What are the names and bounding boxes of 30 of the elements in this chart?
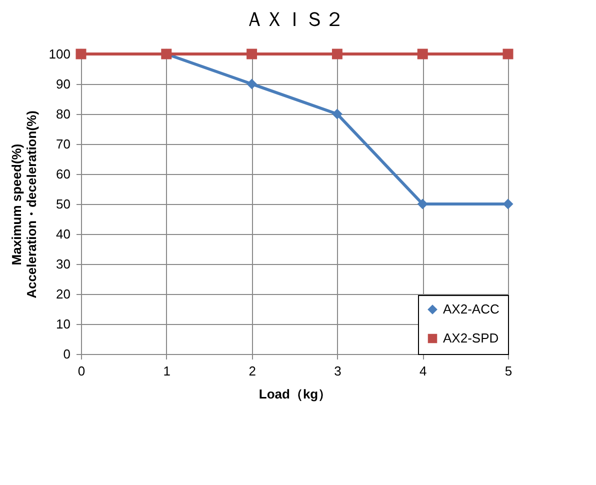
point	[332, 48, 342, 60]
legend-label: AX2-ACC	[443, 302, 500, 316]
y-tick-label: 20	[56, 286, 70, 302]
x-tick-label: 5	[504, 364, 512, 378]
x-tick-label: 3	[334, 364, 342, 378]
x-tick-label: 0	[78, 364, 86, 378]
y-tick-label: 40	[56, 226, 70, 242]
y-tick-label: 10	[56, 316, 70, 332]
point	[417, 198, 428, 210]
y-tick-label: 90	[56, 76, 70, 92]
y-tick-label: 30	[56, 256, 70, 272]
x-axis-title: Load（kg）	[258, 386, 332, 402]
point	[332, 108, 342, 120]
point	[246, 78, 258, 90]
y-tick-label: 60	[56, 166, 70, 182]
y-axis-title: Maximum speed(%) Acceleration・deceleration(%)	[8, 110, 39, 298]
x-tick-label: 1	[163, 364, 171, 378]
point	[417, 48, 428, 60]
chart-title: ＡＸＩＳ２	[244, 9, 344, 31]
y-tick-label: 0	[63, 346, 70, 362]
y-tick-label: 80	[56, 106, 70, 122]
point	[502, 48, 514, 60]
point	[502, 198, 514, 210]
y-tick-label: 70	[56, 136, 70, 152]
point	[246, 48, 258, 60]
legend-label: AX2-SPD	[443, 330, 499, 346]
x-tick-label: 2	[248, 364, 256, 378]
y-tick-label: 50	[56, 196, 70, 212]
x-tick-label: 4	[419, 364, 427, 378]
y-tick-label: 100	[48, 46, 70, 62]
